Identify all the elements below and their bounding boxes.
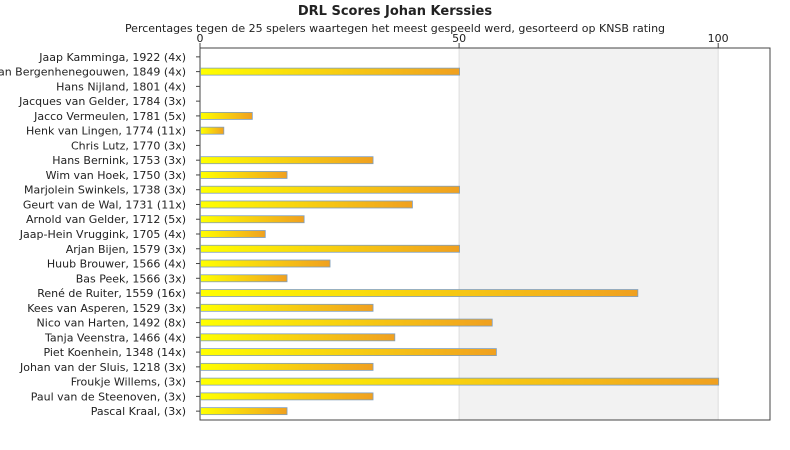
category-label: Bas Peek, 1566 (3x) bbox=[76, 272, 186, 285]
category-label: Frans van Bergenhenegouwen, 1849 (4x) bbox=[0, 66, 186, 79]
bar bbox=[200, 392, 374, 401]
bar bbox=[200, 377, 720, 386]
category-label: Jacco Vermeulen, 1781 (5x) bbox=[33, 110, 186, 123]
bar bbox=[200, 185, 460, 194]
x-tick-label: 100 bbox=[708, 32, 729, 45]
category-label: Hans Nijland, 1801 (4x) bbox=[56, 80, 186, 93]
bar bbox=[200, 333, 396, 342]
bar bbox=[200, 215, 305, 224]
category-label: Jacques van Gelder, 1784 (3x) bbox=[18, 95, 186, 108]
bar bbox=[200, 230, 266, 238]
bar bbox=[200, 200, 413, 209]
bar bbox=[200, 407, 288, 416]
category-label: Huub Brouwer, 1566 (4x) bbox=[47, 258, 186, 271]
bar bbox=[200, 303, 374, 312]
category-label: Arjan Bijen, 1579 (3x) bbox=[66, 243, 186, 256]
bar bbox=[200, 289, 639, 297]
category-label: Piet Koenhein, 1348 (14x) bbox=[43, 346, 186, 359]
chart-title: DRL Scores Johan Kerssies bbox=[297, 4, 493, 19]
category-label: Hans Bernink, 1753 (3x) bbox=[52, 154, 186, 167]
grid-band bbox=[459, 48, 719, 420]
x-tick-label: 50 bbox=[452, 32, 466, 45]
category-label: Geurt van de Wal, 1731 (11x) bbox=[23, 198, 186, 211]
bar bbox=[200, 156, 374, 165]
category-label: Marjolein Swinkels, 1738 (3x) bbox=[24, 184, 186, 197]
bar bbox=[200, 171, 288, 179]
bar bbox=[200, 362, 374, 371]
bar bbox=[200, 348, 497, 356]
category-label: Kees van Asperen, 1529 (3x) bbox=[27, 302, 186, 315]
category-label: Jaap Kamminga, 1922 (4x) bbox=[38, 51, 186, 64]
category-label: Froukje Willems, (3x) bbox=[71, 376, 186, 389]
category-label: Arnold van Gelder, 1712 (5x) bbox=[26, 213, 186, 226]
category-label: Tanja Veenstra, 1466 (4x) bbox=[44, 331, 186, 344]
category-label: Chris Lutz, 1770 (3x) bbox=[71, 139, 186, 152]
chart-subtitle: Percentages tegen de 25 spelers waartege… bbox=[124, 22, 666, 35]
category-label: René de Ruiter, 1559 (16x) bbox=[37, 287, 186, 300]
category-label: Johan van der Sluis, 1218 (3x) bbox=[19, 361, 186, 374]
category-label: Nico van Harten, 1492 (8x) bbox=[37, 317, 186, 330]
bar bbox=[200, 126, 225, 135]
bar bbox=[200, 259, 331, 268]
bar bbox=[200, 244, 460, 253]
category-label: Henk van Lingen, 1774 (11x) bbox=[26, 125, 186, 138]
bar bbox=[200, 318, 493, 327]
x-tick-label: 0 bbox=[197, 32, 204, 45]
bar bbox=[200, 67, 460, 76]
bar bbox=[200, 112, 253, 120]
bar bbox=[200, 274, 288, 283]
category-label: Jaap-Hein Vruggink, 1705 (4x) bbox=[19, 228, 186, 241]
category-label: Paul van de Steenoven, (3x) bbox=[31, 390, 186, 403]
category-label: Pascal Kraal, (3x) bbox=[91, 405, 186, 418]
category-label: Wim van Hoek, 1750 (3x) bbox=[46, 169, 186, 182]
